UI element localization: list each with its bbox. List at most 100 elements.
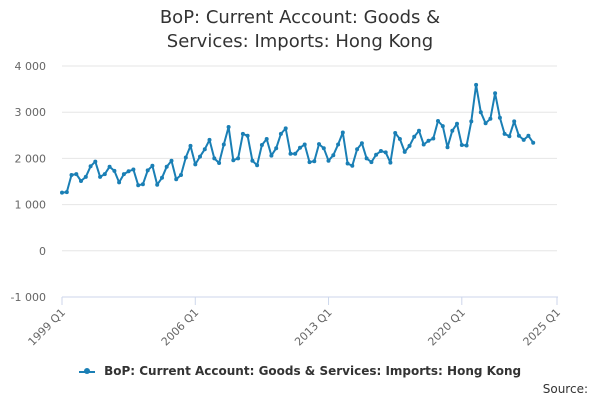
data-point[interactable] [226,125,231,129]
data-point[interactable] [312,159,317,164]
data-point[interactable] [250,158,255,163]
data-point[interactable] [521,137,526,142]
data-point[interactable] [512,119,517,124]
data-point[interactable] [478,110,483,115]
data-point[interactable] [269,153,274,158]
data-point[interactable] [421,142,426,147]
data-point[interactable] [245,133,250,138]
data-point[interactable] [397,137,402,141]
data-point[interactable] [526,133,531,138]
data-point[interactable] [202,147,207,152]
data-point[interactable] [417,128,421,133]
data-point[interactable] [188,143,193,148]
data-point[interactable] [364,156,369,161]
data-point[interactable] [160,175,164,180]
data-point[interactable] [217,161,222,165]
data-point[interactable] [502,131,507,136]
data-point[interactable] [183,155,188,160]
data-point[interactable] [221,142,226,147]
data-point[interactable] [240,131,245,136]
data-point[interactable] [259,143,264,147]
data-point[interactable] [493,91,498,96]
data-point[interactable] [464,143,469,148]
data-point[interactable] [474,82,479,87]
data-point[interactable] [298,145,302,150]
data-point[interactable] [126,169,131,174]
data-point[interactable] [121,172,126,177]
data-point[interactable] [155,182,160,187]
data-point[interactable] [102,172,107,177]
data-point[interactable] [112,168,117,173]
data-point[interactable] [402,149,407,154]
data-point[interactable] [350,163,355,168]
data-point[interactable] [278,131,283,136]
data-point[interactable] [140,182,145,187]
data-point[interactable] [69,173,74,177]
data-point[interactable] [326,158,331,163]
data-point[interactable] [345,161,350,166]
data-point[interactable] [393,131,398,135]
data-point[interactable] [150,163,155,168]
data-point[interactable] [426,138,431,143]
data-point[interactable] [293,151,298,156]
data-point[interactable] [79,179,83,183]
data-point[interactable] [321,146,326,151]
data-point[interactable] [340,130,345,135]
data-point[interactable] [459,143,464,147]
data-point[interactable] [88,164,93,169]
data-point[interactable] [331,153,336,158]
data-point[interactable] [212,156,217,161]
data-point[interactable] [483,121,488,126]
data-point[interactable] [359,141,364,146]
data-point[interactable] [378,149,383,153]
data-point[interactable] [236,156,241,161]
data-point[interactable] [288,151,293,156]
data-point[interactable] [302,142,307,147]
data-point[interactable] [488,116,493,121]
data-point[interactable] [436,119,440,123]
data-point[interactable] [531,140,536,145]
data-point[interactable] [60,190,64,195]
data-point[interactable] [283,126,288,131]
data-point[interactable] [336,142,341,147]
data-point[interactable] [83,174,88,179]
legend[interactable]: BoP: Current Account: Goods & Services: … [0,364,600,378]
data-point[interactable] [431,136,436,141]
data-point[interactable] [440,124,445,129]
data-point[interactable] [507,134,512,139]
data-point[interactable] [407,143,412,148]
data-point[interactable] [450,128,455,133]
data-point[interactable] [231,158,236,163]
data-point[interactable] [174,177,179,182]
data-point[interactable] [388,160,393,165]
data-point[interactable] [193,162,198,167]
data-point[interactable] [455,121,459,126]
data-point[interactable] [145,168,150,173]
data-point[interactable] [469,119,474,124]
data-point[interactable] [274,146,279,151]
data-point[interactable] [445,145,450,150]
data-point[interactable] [374,152,379,157]
data-point[interactable] [307,160,312,165]
data-point[interactable] [164,164,169,169]
data-point[interactable] [107,164,112,169]
data-point[interactable] [516,133,521,138]
data-point[interactable] [179,173,183,177]
data-point[interactable] [117,180,122,185]
data-point[interactable] [355,147,360,152]
data-point[interactable] [93,159,98,164]
data-point[interactable] [255,163,260,168]
data-point[interactable] [207,137,212,142]
data-point[interactable] [369,160,374,165]
data-point[interactable] [169,158,174,163]
data-point[interactable] [383,150,388,155]
series-line[interactable] [61,83,535,194]
data-point[interactable] [264,137,269,141]
data-point[interactable] [198,154,202,159]
data-point[interactable] [98,174,103,179]
data-point[interactable] [74,172,79,177]
data-point[interactable] [131,167,136,172]
data-point[interactable] [64,190,69,195]
data-point[interactable] [412,134,417,139]
data-point[interactable] [317,142,321,147]
